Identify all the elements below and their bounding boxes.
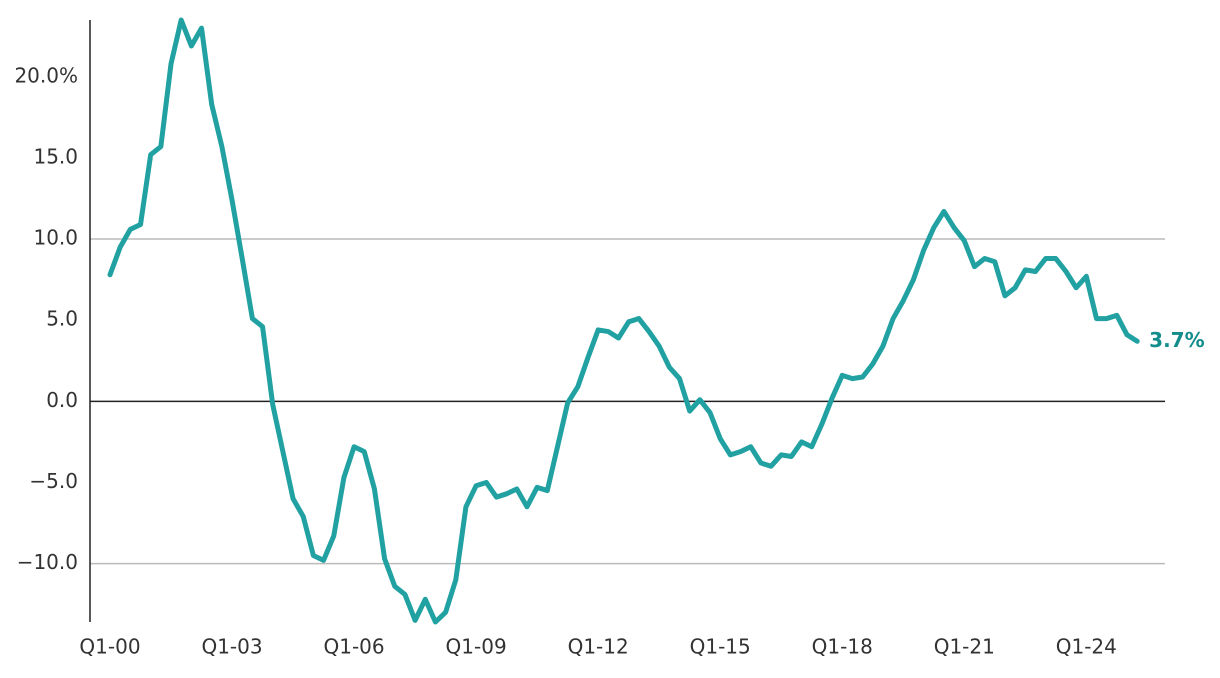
- x-tick-label: Q1-12: [568, 635, 629, 659]
- y-tick-label: −5.0: [29, 469, 78, 493]
- x-tick-label: Q1-15: [690, 635, 751, 659]
- x-tick-label: Q1-24: [1056, 635, 1117, 659]
- y-tick-label: 0.0: [46, 388, 78, 412]
- x-tick-label: Q1-18: [812, 635, 873, 659]
- y-tick-label: 15.0: [33, 144, 78, 168]
- y-tick-label: 10.0: [33, 226, 78, 250]
- x-tick-label: Q1-21: [934, 635, 995, 659]
- line-series: [107, 17, 1140, 625]
- x-tick-label: Q1-03: [201, 635, 262, 659]
- x-tick-label: Q1-09: [446, 635, 507, 659]
- y-tick-label: 20.0%: [14, 63, 78, 87]
- x-tick-label: Q1-06: [324, 635, 385, 659]
- x-tick-label: Q1-00: [79, 635, 140, 659]
- y-tick-label: 5.0: [46, 307, 78, 331]
- y-tick-label: −10.0: [17, 550, 78, 574]
- value-label: 3.7%: [1149, 328, 1204, 352]
